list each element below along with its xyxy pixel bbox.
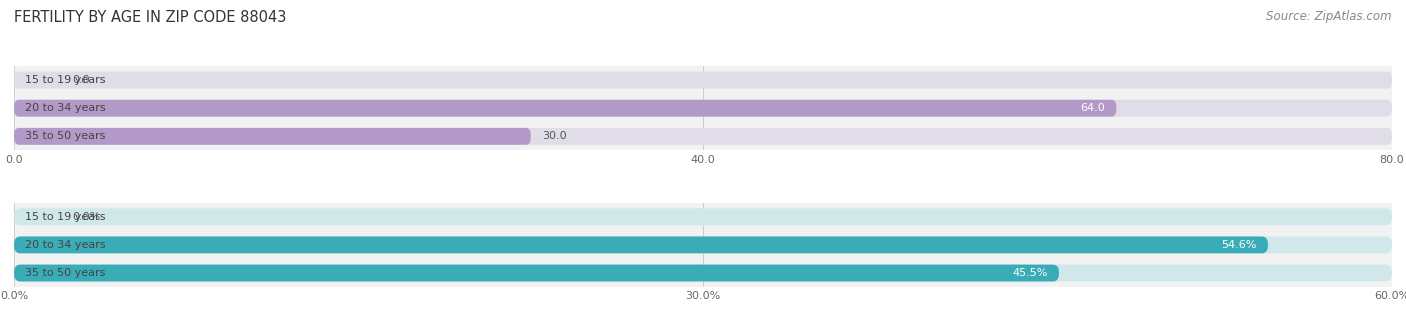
Text: 20 to 34 years: 20 to 34 years: [25, 103, 105, 113]
FancyBboxPatch shape: [14, 100, 1116, 116]
Text: Source: ZipAtlas.com: Source: ZipAtlas.com: [1267, 10, 1392, 23]
FancyBboxPatch shape: [14, 237, 1392, 253]
Text: 30.0: 30.0: [541, 131, 567, 141]
Text: 45.5%: 45.5%: [1012, 268, 1047, 278]
FancyBboxPatch shape: [14, 128, 1392, 145]
FancyBboxPatch shape: [14, 128, 531, 145]
Text: 0.0%: 0.0%: [72, 212, 100, 222]
Text: 15 to 19 years: 15 to 19 years: [25, 75, 105, 85]
Text: FERTILITY BY AGE IN ZIP CODE 88043: FERTILITY BY AGE IN ZIP CODE 88043: [14, 10, 287, 25]
Text: 20 to 34 years: 20 to 34 years: [25, 240, 105, 250]
Text: 35 to 50 years: 35 to 50 years: [25, 268, 105, 278]
FancyBboxPatch shape: [14, 72, 1392, 88]
Text: 64.0: 64.0: [1081, 103, 1105, 113]
FancyBboxPatch shape: [14, 100, 1392, 116]
Text: 0.0: 0.0: [72, 75, 90, 85]
FancyBboxPatch shape: [14, 265, 1059, 281]
FancyBboxPatch shape: [14, 265, 1392, 281]
Text: 35 to 50 years: 35 to 50 years: [25, 131, 105, 141]
FancyBboxPatch shape: [14, 208, 1392, 225]
Text: 15 to 19 years: 15 to 19 years: [25, 212, 105, 222]
FancyBboxPatch shape: [14, 237, 1268, 253]
Text: 54.6%: 54.6%: [1222, 240, 1257, 250]
